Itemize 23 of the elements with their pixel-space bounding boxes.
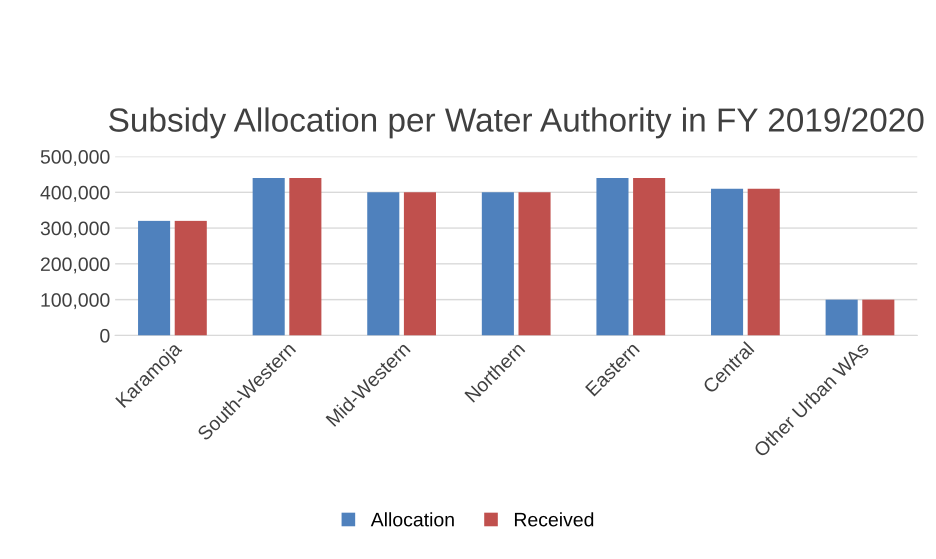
- bar: [862, 300, 894, 336]
- bar: [748, 188, 780, 336]
- bar: [518, 192, 551, 336]
- y-tick-label: 100,000: [41, 293, 110, 310]
- legend-label: Allocation: [370, 512, 454, 526]
- y-tick-label: 200,000: [40, 257, 110, 274]
- bar: [633, 178, 666, 336]
- legend-label: Received: [514, 512, 594, 526]
- bar: [711, 188, 744, 336]
- bar: [252, 178, 285, 336]
- bar: [367, 192, 400, 336]
- bar: [289, 178, 322, 336]
- bar: [404, 192, 436, 336]
- bar: [138, 220, 170, 336]
- y-tick-label: 0: [100, 328, 110, 343]
- chart-title: Subsidy Allocation per Water Authority in FY 2019/2020: [109, 107, 924, 138]
- bar: [174, 220, 207, 336]
- bar: [826, 300, 858, 336]
- bar: [596, 178, 629, 336]
- y-tick-label: 500,000: [40, 150, 110, 166]
- y-tick-label: 300,000: [40, 222, 110, 238]
- bar: [482, 192, 514, 336]
- y-tick-label: 400,000: [40, 186, 110, 202]
